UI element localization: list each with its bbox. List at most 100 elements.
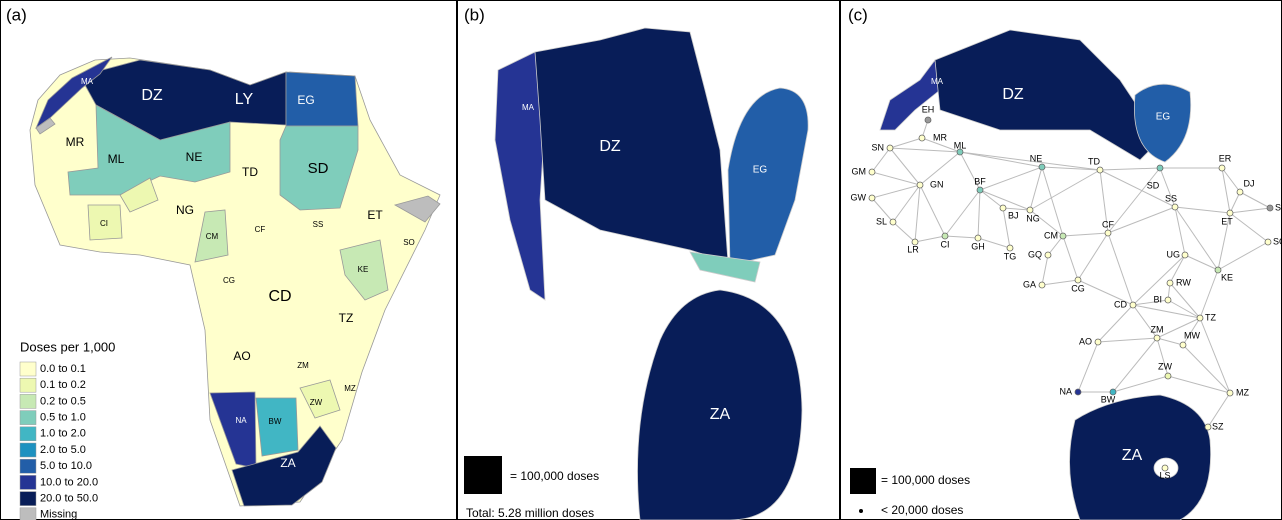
network-edge: [978, 190, 980, 238]
node-label: SN: [871, 142, 884, 152]
network-node: [1267, 205, 1273, 211]
node-label: CI: [941, 239, 950, 249]
legend-label: 0.1 to 0.2: [40, 379, 86, 391]
legend-swatch: [20, 378, 36, 392]
network-edge: [1222, 168, 1230, 213]
network-node: [869, 169, 875, 175]
network-node: [1157, 165, 1163, 171]
scale-label: < 20,000 doses: [881, 503, 963, 517]
region: [728, 88, 808, 265]
region-label: ZA: [710, 406, 731, 423]
country-label: AO: [233, 349, 250, 363]
network-edge: [890, 138, 922, 148]
country-label: ZW: [310, 398, 323, 407]
cartogram: [495, 28, 808, 520]
node-label: GH: [971, 241, 985, 251]
region: [638, 290, 803, 520]
total-label: Total: 5.28 million doses: [466, 506, 594, 520]
network-node: [890, 219, 896, 225]
region-label: EG: [753, 165, 768, 176]
country-label: MR: [66, 135, 85, 149]
scale-label: = 100,000 doses: [881, 473, 970, 487]
legend-swatch: [20, 443, 36, 457]
region-label: EG: [1156, 112, 1171, 123]
node-label: LR: [907, 244, 919, 254]
network-edge: [1168, 376, 1230, 393]
country-label: ZM: [297, 361, 309, 370]
country-label: BW: [269, 417, 282, 426]
legend-swatch: [20, 459, 36, 473]
network-node: [1182, 252, 1188, 258]
scale-square: [464, 456, 502, 494]
node-label: AO: [1079, 336, 1092, 346]
node-label: GQ: [1028, 249, 1042, 259]
network-edge: [1218, 242, 1268, 270]
country-label: TZ: [339, 311, 354, 325]
network-edge: [920, 185, 945, 236]
network-node: [919, 135, 925, 141]
country-label: SO: [403, 238, 415, 247]
network-edge: [890, 148, 920, 185]
country: [256, 398, 298, 456]
node-label: SD: [1147, 180, 1160, 190]
country-label: CD: [268, 288, 291, 305]
country-label: EG: [297, 93, 314, 107]
node-label: MZ: [1236, 387, 1249, 397]
node-label: CM: [1044, 230, 1058, 240]
network-edge: [1063, 233, 1108, 236]
legend-swatch: [20, 492, 36, 506]
network-node: [1237, 189, 1243, 195]
node-label: BF: [974, 176, 986, 186]
network-node: [1095, 339, 1101, 345]
node-label: SS: [1165, 193, 1177, 203]
network-node: [1227, 210, 1233, 216]
network-edge: [980, 190, 1003, 208]
node-label: GA: [1023, 279, 1036, 289]
region: [935, 30, 1160, 160]
network-nodes: EHMRSNGMGWGNMLSLLRCIBFNETDNGBJGHTGCMGQGA…: [851, 104, 1282, 480]
network-node: [942, 233, 948, 239]
network-node: [1060, 233, 1066, 239]
network-node: [1007, 245, 1013, 251]
node-label: BW: [1101, 394, 1116, 404]
network-edge: [945, 190, 980, 236]
country-label: NE: [186, 150, 203, 164]
node-label: ER: [1219, 153, 1232, 163]
network-node: [1265, 239, 1271, 245]
network-node: [1180, 342, 1186, 348]
legend-title: Doses per 1,000: [20, 339, 115, 354]
network-edge: [1200, 318, 1230, 393]
network-node: [1165, 297, 1171, 303]
network-node: [1045, 252, 1051, 258]
network-edge: [980, 167, 1042, 190]
region-label: DZ: [599, 138, 621, 155]
network-edge: [1078, 342, 1098, 392]
node-label: TZ: [1205, 312, 1216, 322]
network-edge: [1222, 168, 1240, 192]
node-label: LS: [1159, 470, 1170, 480]
network-edge: [1030, 170, 1100, 210]
legend-label: 20.0 to 50.0: [40, 493, 98, 505]
network-node: [1105, 230, 1111, 236]
network-node: [1097, 167, 1103, 173]
network-node: [917, 182, 923, 188]
network-edges: [872, 120, 1270, 468]
node-label: RW: [1176, 277, 1191, 287]
node-label: NE: [1030, 153, 1043, 163]
country-label: NA: [235, 416, 247, 425]
network-edge: [1183, 345, 1230, 393]
network-edge: [1113, 376, 1168, 392]
legend-label: 10.0 to 20.0: [40, 476, 98, 488]
country-label: MA: [81, 77, 94, 86]
network-edge: [1157, 338, 1183, 345]
network-edge: [1063, 236, 1078, 280]
network-edge: [1230, 213, 1268, 242]
legend-label: 1.0 to 2.0: [40, 428, 86, 440]
network-node: [1219, 165, 1225, 171]
scale-label: = 100,000 doses: [510, 469, 599, 483]
country-label: CI: [100, 219, 108, 228]
network-node: [869, 195, 875, 201]
country-label: LY: [235, 91, 254, 108]
node-label: EH: [922, 104, 935, 114]
country-label: ML: [108, 152, 125, 166]
